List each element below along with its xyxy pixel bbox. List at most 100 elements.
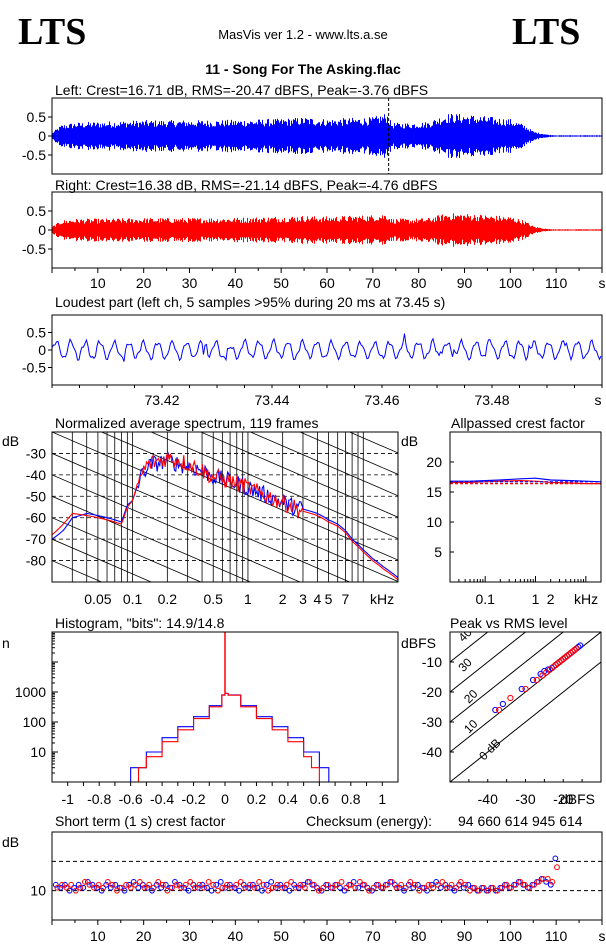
spectrum-xtick-label: 0.5 — [203, 591, 223, 607]
spectrum-series-right — [52, 451, 398, 581]
histogram-xtick-label: 1 — [378, 791, 386, 807]
short-term-point-right — [164, 887, 171, 894]
histogram-xtick-label: 0.8 — [341, 791, 361, 807]
spectrum-xtick-label: 7 — [342, 591, 350, 607]
short-term-point-left — [89, 881, 96, 888]
short-term-point-right — [104, 878, 111, 885]
peak-vs-rms-point-right — [539, 672, 546, 679]
short-term-point-right — [549, 878, 556, 885]
loudest-part-ytick-label: 0.5 — [27, 325, 47, 341]
short-term-point-right — [554, 864, 560, 871]
short-term-point-left — [62, 881, 68, 888]
spectrum-slope-line — [199, 432, 398, 518]
short-term-point-right — [489, 884, 496, 891]
histogram-xtick-label: 0.6 — [310, 791, 330, 807]
short-term-point-left — [240, 881, 247, 888]
short-term-point-right — [398, 881, 405, 888]
short-term-point-left — [66, 887, 73, 894]
short-term-point-right — [393, 884, 400, 891]
right-waveform-xtick-label: 10 — [90, 275, 106, 291]
short-term-point-right — [214, 887, 221, 894]
spectrum-title: Normalized average spectrum, 119 frames — [55, 415, 319, 431]
peak-vs-rms-point-right — [565, 651, 573, 658]
spectrum-xtick-label: 2 — [279, 591, 287, 607]
peak-vs-rms-point-right — [562, 654, 569, 661]
allpassed-series-left — [450, 477, 601, 483]
short-term-point-right — [526, 884, 533, 891]
peak-vs-rms-point-right — [569, 648, 576, 655]
short-term-point-left — [291, 881, 298, 888]
peak-vs-rms-point-right — [550, 663, 557, 670]
file-title: 11 - Song For The Asking.flac — [205, 61, 401, 77]
short-term-point-right — [517, 878, 524, 885]
right-waveform-xtick-label: 80 — [411, 275, 427, 291]
short-term-point-left — [153, 881, 160, 888]
right-waveform-xtick-label: 60 — [319, 275, 335, 291]
histogram-xtick-label: -0.6 — [119, 791, 143, 807]
short-term-point-right — [430, 884, 437, 891]
short-term-point-left — [547, 881, 554, 888]
short-term-point-right — [343, 884, 350, 891]
short-term-point-right — [150, 884, 157, 891]
checksum-label: Checksum (energy): — [306, 813, 432, 829]
right-waveform-xtick-label: 30 — [182, 275, 198, 291]
short-term-point-left — [103, 881, 110, 888]
peak-vs-rms-point-right — [546, 666, 554, 673]
short-term-point-right — [155, 878, 162, 885]
short-term-point-left — [259, 887, 265, 894]
left-waveform-ytick-label: 0.5 — [27, 109, 47, 125]
peak-vs-rms-point-right — [567, 649, 574, 657]
peak-vs-rms-point-right — [554, 660, 561, 667]
peak-vs-rms-diagonal-label: 0 dB — [476, 736, 503, 763]
short-term-point-left — [447, 884, 453, 891]
short-term-point-left — [126, 881, 133, 888]
histogram-xtick-label: 0.4 — [278, 791, 298, 807]
short-term-point-right — [384, 881, 391, 888]
histogram-series-left — [124, 692, 330, 782]
short-term-point-right — [361, 881, 368, 888]
peak-vs-rms-point-right — [563, 652, 571, 660]
checksum-value: 94 660 614 945 614 — [458, 813, 583, 829]
short-term-point-right — [118, 884, 125, 891]
allpassed-ytick-label: 10 — [426, 514, 442, 530]
short-term-point-right — [114, 887, 120, 894]
short-term-point-left — [456, 881, 463, 888]
short-term-point-right — [466, 887, 473, 894]
allpassed-plot — [450, 477, 601, 485]
loudest-part-title: Loudest part (left ch, 5 samples >95% du… — [55, 294, 445, 310]
short-term-point-right — [274, 881, 281, 888]
peak-vs-rms-point-right — [558, 657, 565, 664]
short-term-point-right — [191, 884, 198, 891]
short-term-xtick-label: 30 — [182, 928, 198, 944]
short-term-point-right — [63, 884, 70, 891]
peak-vs-rms-point-right — [495, 706, 503, 714]
short-term-point-left — [227, 881, 233, 888]
short-term-point-left — [172, 878, 178, 885]
right-waveform-xtick-label: 90 — [457, 275, 473, 291]
short-term-point-right — [201, 884, 207, 891]
spectrum-slope-line — [52, 432, 398, 582]
short-term-point-right — [210, 881, 217, 888]
short-term-crest-title: Short term (1 s) crest factor — [55, 813, 226, 829]
right-waveform-xtick-label: 110 — [545, 275, 568, 291]
short-term-point-left — [194, 884, 201, 891]
short-term-point-right — [503, 881, 510, 888]
short-term-point-left — [401, 887, 408, 894]
spectrum-slope-line — [298, 432, 398, 475]
short-term-point-right — [434, 881, 441, 888]
histogram-series-right — [130, 692, 320, 782]
peak-vs-rms-point-left — [518, 685, 525, 693]
short-term-xtick-label: 100 — [499, 928, 523, 944]
allpassed-xlabel: kHz — [574, 591, 598, 607]
spectrum-xtick-label: 0.1 — [123, 591, 143, 607]
app-title: MasVis ver 1.2 - www.lts.a.se — [218, 27, 388, 42]
spectrum-slope-line — [52, 453, 351, 582]
short-term-point-right — [251, 884, 258, 891]
short-term-point-right — [480, 884, 487, 891]
short-term-point-right — [531, 881, 537, 888]
short-term-point-left — [263, 881, 270, 888]
short-term-point-right — [246, 881, 253, 888]
left-waveform-title: Left: Crest=16.71 dB, RMS=-20.47 dBFS, P… — [55, 82, 428, 98]
short-term-point-right — [329, 884, 336, 891]
right-waveform-ytick-label: 0.5 — [27, 203, 47, 219]
